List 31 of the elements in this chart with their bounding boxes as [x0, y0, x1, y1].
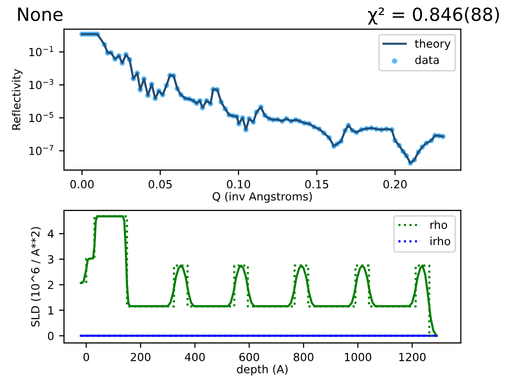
x-tick-label: 800 [294, 352, 314, 362]
x-tick-label: 0.05 [148, 180, 172, 188]
x-tick-label: 0.20 [383, 180, 407, 188]
x-tick-label: 0.00 [70, 180, 94, 188]
x-tick-label: 0.15 [305, 180, 328, 188]
x-tick-label: 0.10 [226, 180, 250, 188]
y-tick-label: 4 [48, 230, 54, 238]
legend-label: theory [414, 39, 450, 50]
x-tick-label: 400 [184, 352, 205, 362]
y-tick-label: 1 [48, 306, 54, 314]
y-tick-label: 10$^{−5}$ [29, 112, 54, 122]
x-tick-label: 200 [130, 352, 150, 362]
y-tick-label: 10$^{−1}$ [29, 46, 54, 56]
y-axis-title: SLD (10^6 / A**2) [30, 227, 41, 326]
y-tick-label: 3 [48, 255, 54, 264]
y-tick-label: 10$^{−3}$ [29, 78, 54, 90]
y-tick-label: 10$^{−7}$ [29, 144, 54, 156]
chart-title: None [18, 8, 63, 22]
legend-label: data [415, 55, 439, 64]
x-tick-label: 0 [83, 352, 90, 362]
x-axis-title: depth (A) [236, 364, 288, 376]
x-tick-label: 1000 [344, 352, 372, 362]
y-tick-label: 2 [48, 280, 54, 289]
x-axis-title: Q (inv Angstroms) [212, 192, 312, 203]
x-tick-label: 1200 [399, 352, 426, 362]
legend-label: rho [430, 220, 448, 230]
y-axis-title: Reflectivity [12, 68, 23, 130]
x-tick-label: 600 [239, 352, 260, 362]
legend-label: irho [430, 236, 450, 246]
y-tick-label: 0 [48, 332, 54, 340]
text: χ² = 0.846(88) [368, 7, 499, 25]
